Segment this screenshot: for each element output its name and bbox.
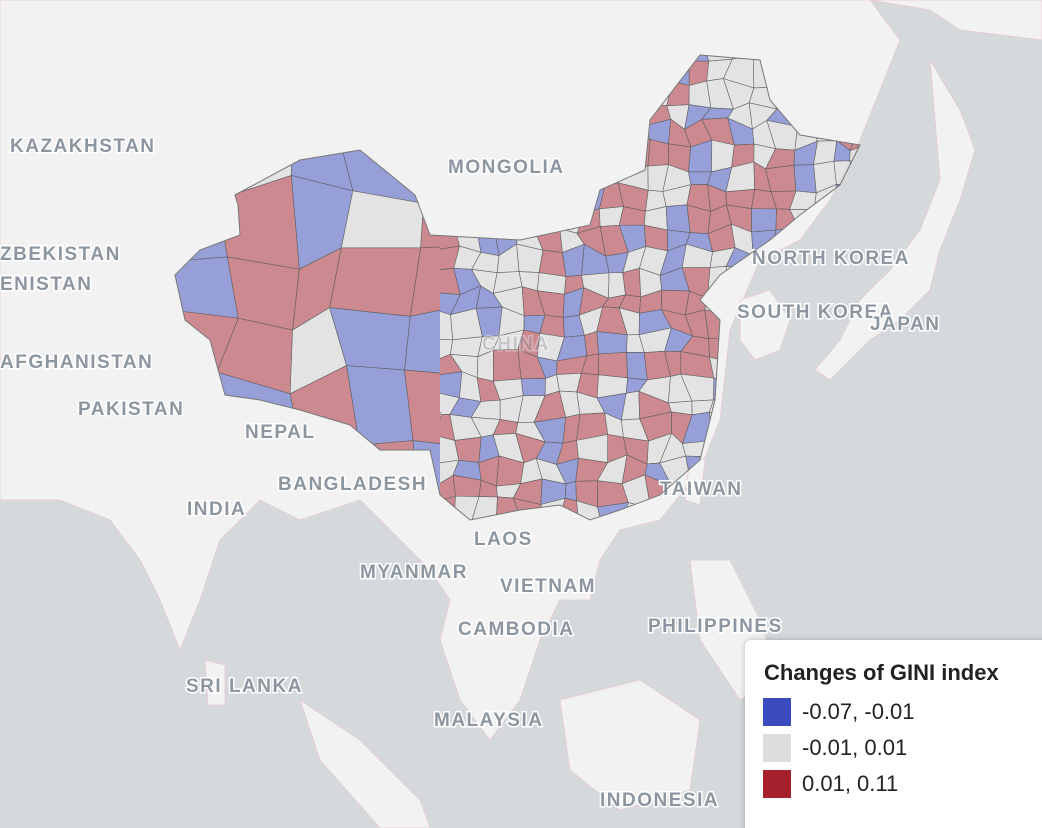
country-label: INDONESIA <box>600 790 719 811</box>
region <box>329 247 421 317</box>
country-label: MONGOLIA <box>448 157 565 178</box>
region <box>564 480 577 502</box>
region <box>711 139 735 173</box>
legend-swatch <box>763 698 791 726</box>
sakhalin <box>869 0 1042 41</box>
region <box>450 336 483 358</box>
borneo <box>559 679 701 811</box>
country-label: INDIA <box>187 499 246 520</box>
region <box>622 267 642 298</box>
sri-lanka <box>204 659 226 706</box>
legend-title: Changes of GINI index <box>764 660 999 685</box>
country-label: ZBEKISTAN <box>0 244 121 265</box>
region <box>596 331 628 355</box>
country-label: VIETNAM <box>500 576 596 597</box>
country-label: BANGLADESH <box>278 474 427 495</box>
sumatra <box>299 699 431 828</box>
region <box>598 351 628 379</box>
legend-swatch <box>763 770 791 798</box>
country-label: KAZAKHSTAN <box>10 136 156 157</box>
japan <box>814 59 976 381</box>
country-label: ENISTAN <box>0 274 92 295</box>
country-label: PAKISTAN <box>78 399 184 420</box>
region <box>520 378 546 396</box>
region <box>813 140 838 165</box>
region <box>584 331 600 357</box>
region <box>647 138 669 167</box>
country-label: SRI LANKA <box>186 676 303 697</box>
country-label: NEPAL <box>245 422 315 443</box>
country-label: SOUTH KOREA <box>737 302 894 323</box>
region <box>626 351 648 381</box>
legend: Changes of GINI index -0.07, -0.01 -0.01,… <box>745 640 1042 828</box>
region <box>751 208 777 233</box>
region <box>538 249 567 277</box>
country-label: LAOS <box>474 529 533 550</box>
country-label: CAMBODIA <box>458 619 575 640</box>
region <box>454 436 482 463</box>
region <box>404 304 440 376</box>
region <box>409 246 440 317</box>
region <box>765 164 797 192</box>
region <box>793 164 817 194</box>
region <box>404 369 440 448</box>
region <box>608 272 626 299</box>
legend-label: -0.07, -0.01 <box>802 699 915 724</box>
country-label: PHILIPPINES <box>648 616 783 637</box>
country-label: AFGHANISTAN <box>0 352 153 373</box>
country-label: MALAYSIA <box>434 710 543 731</box>
country-label: NORTH KOREA <box>752 248 910 269</box>
region <box>665 204 691 233</box>
country-label: TAIWAN <box>660 479 743 500</box>
country-label: MYANMAR <box>360 562 468 583</box>
legend-label: -0.01, 0.01 <box>802 735 908 760</box>
country-label: JAPAN <box>870 314 941 335</box>
legend-swatch <box>763 734 791 762</box>
region <box>536 272 567 295</box>
country-label: CHINA <box>482 334 550 355</box>
south-korea <box>739 289 791 361</box>
legend-label: 0.01, 0.11 <box>802 771 899 796</box>
